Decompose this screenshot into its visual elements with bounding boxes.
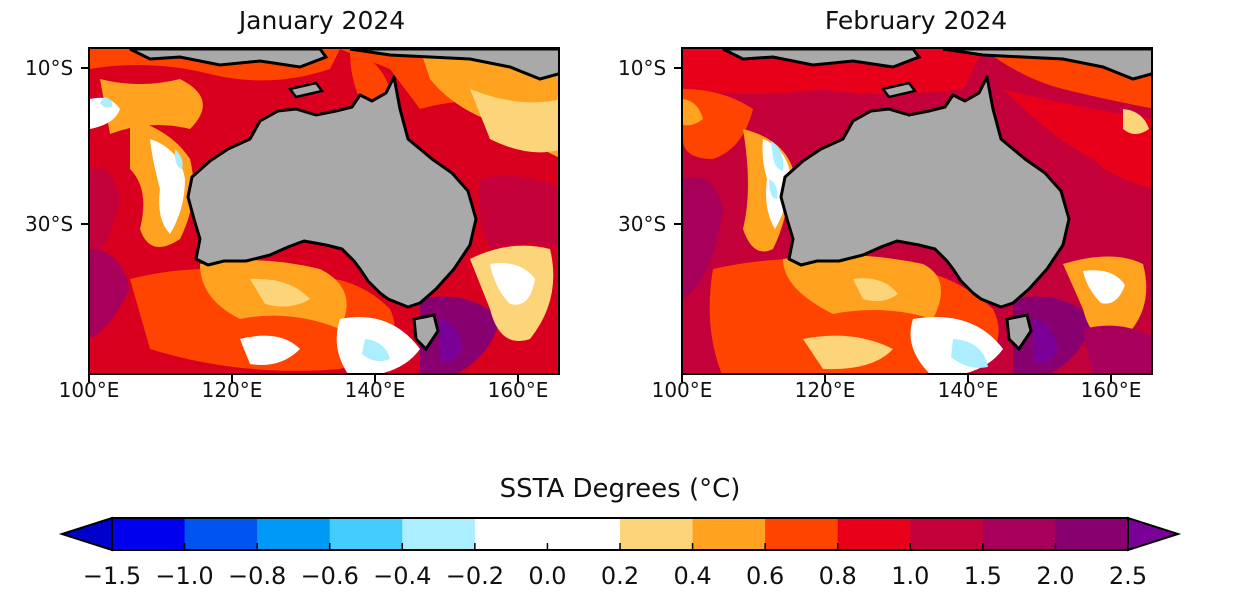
colorbar-tick-label: 2.5 (1108, 562, 1148, 590)
colorbar-under-arrow (58, 516, 113, 552)
colorbar-tick-label: −0.2 (445, 562, 504, 590)
colorbar-segment (982, 518, 1056, 550)
lon-tick (824, 375, 826, 382)
lon-tick (681, 375, 683, 382)
colorbar-segment (474, 518, 548, 550)
lon-label-100e: 100°E (651, 378, 713, 402)
colorbar-tick-label: 1.0 (891, 562, 930, 590)
lon-label-120e: 120°E (201, 378, 263, 402)
lat-tick (674, 223, 681, 225)
lon-label-160e: 160°E (487, 378, 549, 402)
lat-tick (81, 223, 88, 225)
colorbar-tick-label: −0.6 (300, 562, 359, 590)
colorbar-segment (329, 518, 403, 550)
ssta-map-january (88, 47, 560, 375)
colorbar-segment (1055, 518, 1129, 550)
colorbar-tick-label: 0.0 (528, 562, 567, 590)
anomaly-field-january (90, 49, 558, 373)
colorbar-title: SSTA Degrees (°C) (499, 474, 741, 504)
anomaly-field-february (683, 49, 1151, 373)
colorbar-segment (184, 518, 258, 550)
colorbar-tick-label: 0.4 (673, 562, 712, 590)
colorbar-segment (837, 518, 911, 550)
colorbar-segment (620, 518, 694, 550)
colorbar-over-arrow (1127, 516, 1182, 552)
lat-tick (674, 67, 681, 69)
lat-label-10s: 10°S (25, 56, 74, 80)
lat-label-10s: 10°S (618, 56, 667, 80)
colorbar-segment (257, 518, 331, 550)
lon-tick (517, 375, 519, 382)
ssta-map-february (681, 47, 1153, 375)
lon-label-160e: 160°E (1080, 378, 1142, 402)
map-title-february: February 2024 (824, 6, 1008, 35)
lon-tick (374, 375, 376, 382)
colorbar-tick-label: −0.8 (228, 562, 287, 590)
colorbar-segment (910, 518, 984, 550)
colorbar-segment (765, 518, 839, 550)
colorbar-tick-label: 0.6 (746, 562, 785, 590)
colorbar-segment (112, 518, 186, 550)
lon-tick (967, 375, 969, 382)
colorbar-tick-label: 0.2 (600, 562, 640, 590)
lon-label-100e: 100°E (58, 378, 120, 402)
lon-tick (1110, 375, 1112, 382)
colorbar-segment (692, 518, 766, 550)
lon-tick (88, 375, 90, 382)
colorbar-segment (402, 518, 476, 550)
colorbar-tick-label: 2.0 (1036, 562, 1075, 590)
colorbar (58, 516, 1182, 552)
colorbar-tick-label: 1.5 (963, 562, 1002, 590)
colorbar-tick-label: −0.4 (373, 562, 432, 590)
map-title-january: January 2024 (238, 6, 406, 35)
lat-tick (81, 67, 88, 69)
colorbar-tick-label: −1.0 (155, 562, 214, 590)
lat-label-30s: 30°S (618, 212, 667, 236)
lon-label-120e: 120°E (794, 378, 856, 402)
lon-tick (231, 375, 233, 382)
lon-label-140e: 140°E (344, 378, 406, 402)
lat-label-30s: 30°S (25, 212, 74, 236)
colorbar-segment (547, 518, 621, 550)
colorbar-tick-label: 0.8 (818, 562, 857, 590)
colorbar-tick-label: −1.5 (82, 562, 142, 590)
lon-label-140e: 140°E (937, 378, 999, 402)
